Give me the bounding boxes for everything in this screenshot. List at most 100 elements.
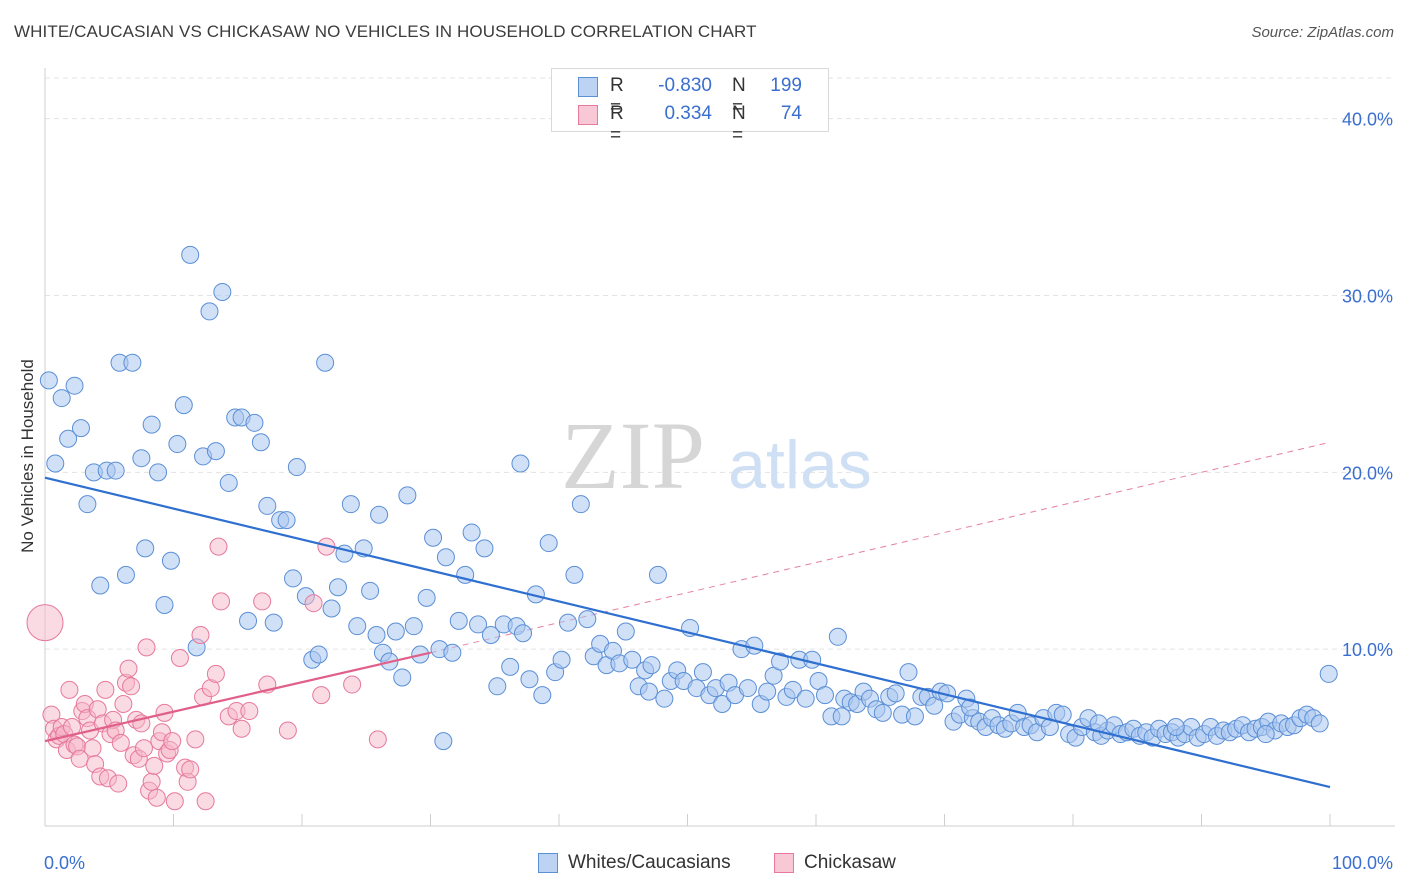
y-tick-label: 40.0% <box>1342 110 1393 130</box>
chart-title: WHITE/CAUCASIAN VS CHICKASAW NO VEHICLES… <box>14 22 757 41</box>
whites-point <box>616 622 635 641</box>
chickasaw-point <box>96 680 115 699</box>
chickasaw-point <box>186 730 205 749</box>
whites-point <box>136 539 155 558</box>
whites-point <box>174 396 193 415</box>
whites-point <box>501 657 520 676</box>
chickasaw-point <box>60 680 79 699</box>
legend-n-value: 74 <box>780 103 802 124</box>
whites-point <box>905 707 924 726</box>
whites-point <box>106 461 125 480</box>
whites-points <box>39 245 1338 751</box>
whites-point <box>488 677 507 696</box>
whites-point <box>142 415 161 434</box>
whites-point <box>443 643 462 662</box>
whites-point <box>132 449 151 468</box>
chickasaw-point <box>122 677 141 696</box>
legend-n-label: N = <box>732 75 746 118</box>
whites-point <box>648 565 667 584</box>
whites-point <box>39 371 58 390</box>
whites-point <box>642 656 661 675</box>
bottom-legend-label-whites: Whites/Caucasians <box>568 852 731 873</box>
whites-point <box>245 413 264 432</box>
whites-point <box>796 689 815 708</box>
legend-swatch-chickasaw <box>578 105 598 125</box>
whites-point <box>623 650 642 669</box>
whites-point <box>578 610 597 629</box>
whites-point <box>404 617 423 636</box>
chickasaw-point <box>83 739 102 758</box>
whites-point <box>655 689 674 708</box>
whites-point <box>1310 714 1329 733</box>
chickasaw-point <box>165 792 184 811</box>
whites-point <box>417 588 436 607</box>
chickasaw-point <box>163 732 182 751</box>
chickasaw-point <box>181 760 200 779</box>
bottom-legend-swatch-whites <box>538 853 558 873</box>
whites-point <box>1256 725 1275 744</box>
x-tick-label: 100.0% <box>1332 853 1393 873</box>
whites-point <box>46 454 65 473</box>
chickasaw-point <box>209 537 228 556</box>
whites-point <box>558 613 577 632</box>
whites-point <box>213 282 232 301</box>
axes <box>44 68 1395 827</box>
chickasaw-point <box>26 604 64 642</box>
chickasaw-point <box>304 594 323 613</box>
whites-point <box>52 389 71 408</box>
whites-point <box>251 433 270 452</box>
chickasaw-point <box>137 638 156 657</box>
whites-point <box>511 454 530 473</box>
whites-point <box>168 435 187 454</box>
bottom-legend-label-chickasaw: Chickasaw <box>804 852 896 873</box>
whites-point <box>322 599 341 618</box>
chickasaw-point <box>240 702 259 721</box>
whites-point <box>116 565 135 584</box>
whites-point <box>514 624 533 643</box>
whites-point <box>738 679 757 698</box>
whites-point <box>713 694 732 713</box>
whites-point <box>961 698 980 717</box>
chickasaw-point <box>119 659 138 678</box>
legend: R = -0.830 N = 199 R = 0.334 N = 74 <box>551 68 829 146</box>
whites-point <box>264 613 283 632</box>
whites-point <box>469 615 488 634</box>
whites-point <box>1319 664 1338 683</box>
whites-point <box>328 578 347 597</box>
whites-point <box>309 645 328 664</box>
whites-point <box>815 686 834 705</box>
y-axis-label: No Vehicles in Household <box>18 359 37 553</box>
whites-point <box>398 486 417 505</box>
whites-point <box>539 534 558 553</box>
whites-point <box>91 576 110 595</box>
chickasaw-point <box>145 756 164 775</box>
whites-point <box>434 732 453 751</box>
gridlines <box>45 77 1395 650</box>
legend-r-value: 0.334 <box>664 103 712 124</box>
whites-point <box>873 703 892 722</box>
legend-n-value: 199 <box>770 75 802 96</box>
whites-point <box>639 682 658 701</box>
chickasaw-point <box>114 694 133 713</box>
whites-point <box>123 353 142 372</box>
whites-point <box>316 353 335 372</box>
tick-labels: 10.0% 20.0% 30.0% 40.0% 0.0% 100.0% <box>44 110 1393 873</box>
whites-trend <box>44 476 1331 789</box>
chickasaw-point <box>312 686 331 705</box>
whites-point <box>832 707 851 726</box>
whites-point <box>481 626 500 645</box>
legend-r-label: R = <box>610 75 624 118</box>
chickasaw-point <box>206 664 225 683</box>
whites-point <box>436 548 455 567</box>
whites-point <box>899 663 918 682</box>
whites-point <box>361 581 380 600</box>
whites-point <box>200 302 219 321</box>
bottom-legend-swatch-chickasaw <box>774 853 794 873</box>
chickasaw-point <box>212 592 231 611</box>
y-tick-label: 20.0% <box>1342 463 1393 483</box>
x-tick-label: 0.0% <box>44 853 85 873</box>
whites-point <box>65 376 84 395</box>
whites-point <box>462 523 481 542</box>
chickasaw-point <box>253 592 272 611</box>
